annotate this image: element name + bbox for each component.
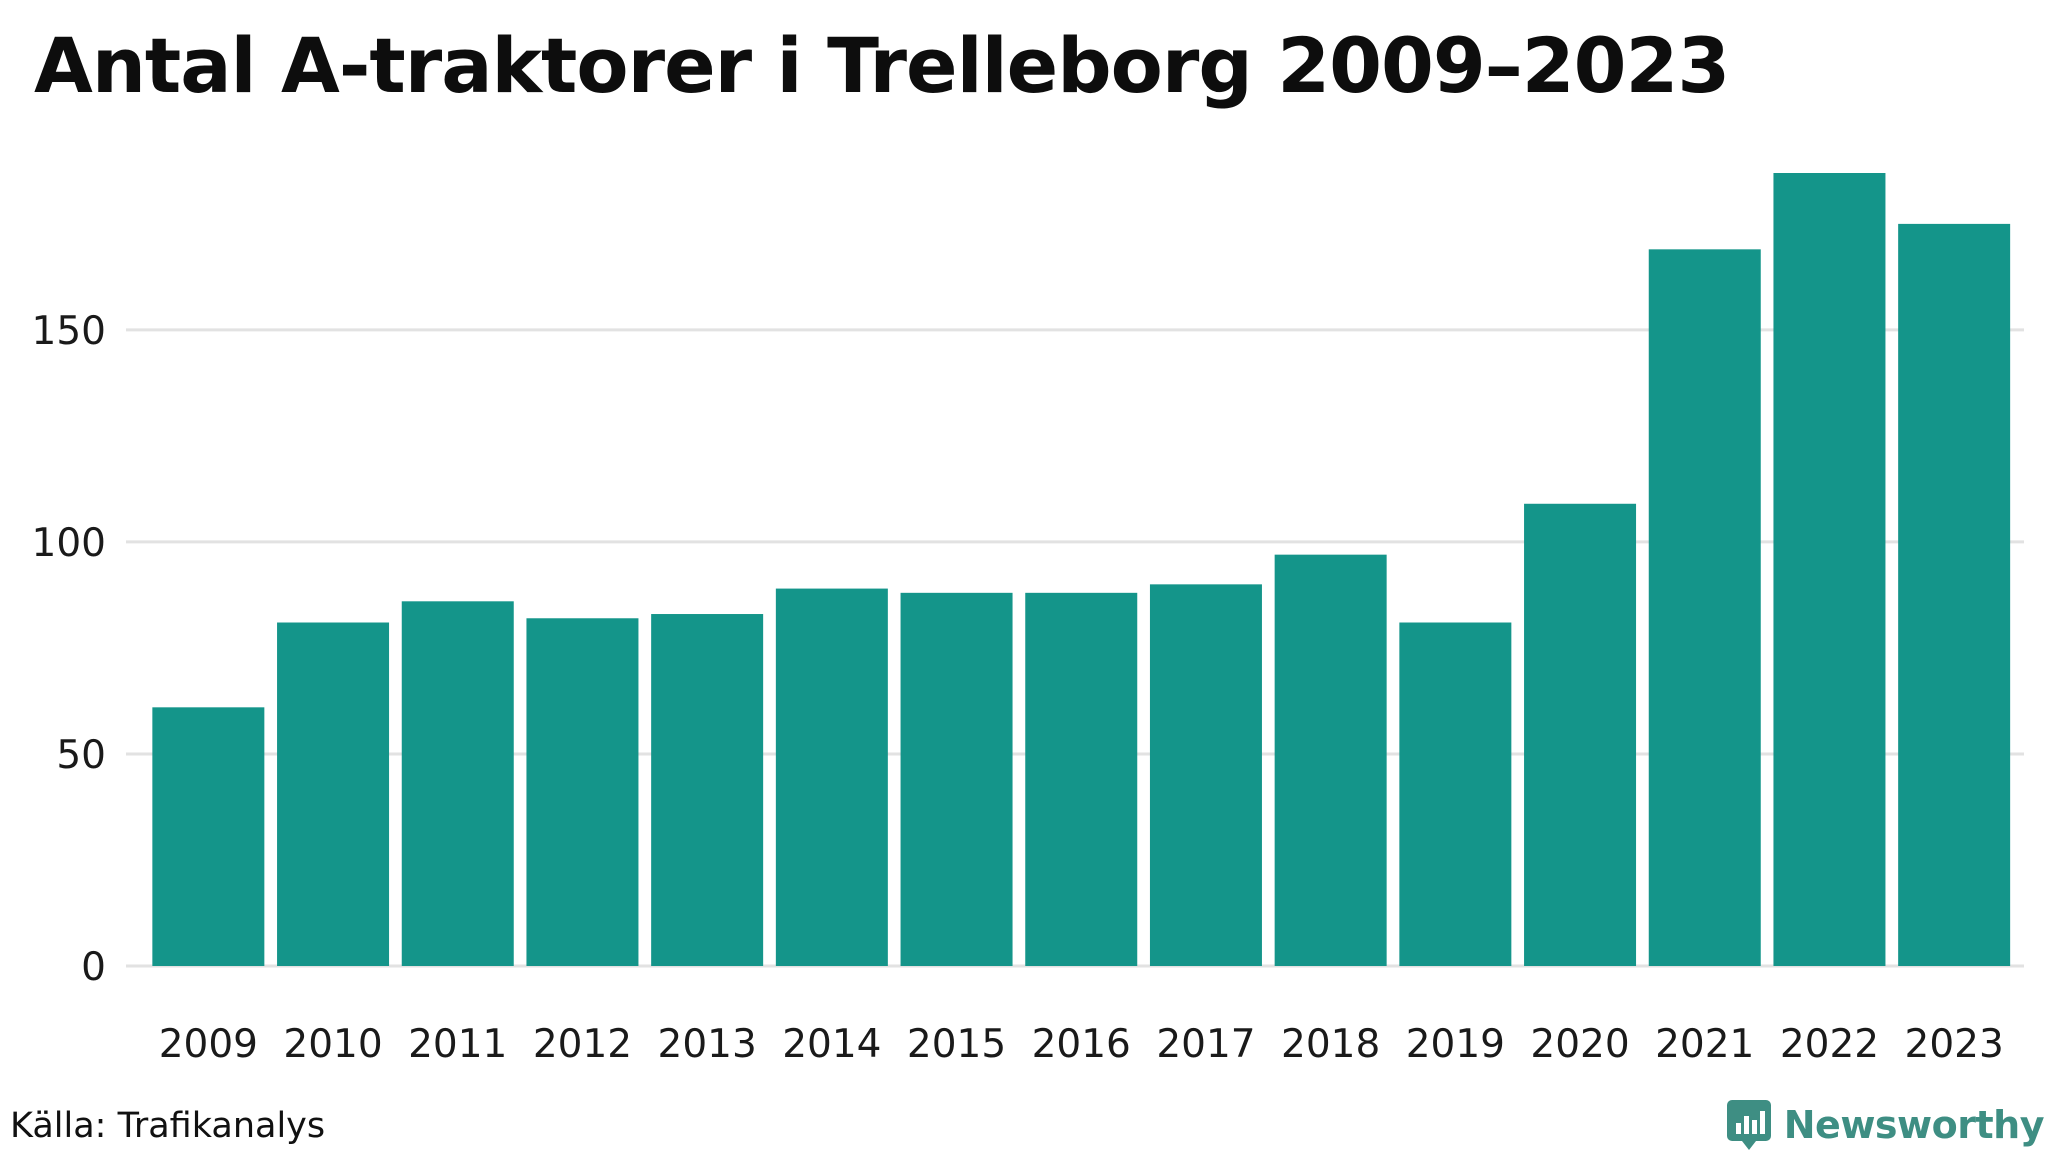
source-note: Källa: Trafikanalys — [10, 1106, 326, 1146]
y-axis: 0 50 100 150 — [32, 309, 106, 990]
x-tick-label: 2017 — [1156, 1022, 1255, 1067]
bar-2019 — [1399, 622, 1512, 966]
bar-2014 — [775, 588, 888, 966]
bar-2013 — [651, 614, 764, 966]
x-tick-label: 2018 — [1281, 1022, 1380, 1067]
x-tick-label: 2022 — [1780, 1022, 1879, 1067]
bar-2012 — [526, 618, 639, 966]
y-tick-label: 150 — [32, 309, 106, 354]
x-tick-label: 2019 — [1406, 1022, 1505, 1067]
newsworthy-logo-icon — [1726, 1100, 1771, 1150]
bar-2010 — [277, 622, 390, 966]
bar-2011 — [401, 601, 514, 966]
bars — [152, 173, 2011, 967]
x-tick-label: 2020 — [1530, 1022, 1629, 1067]
chart-title: Antal A-traktorer i Trelleborg 2009–2023 — [34, 21, 1730, 110]
bar-2022 — [1773, 173, 1886, 966]
x-axis: 2009 2010 2011 2012 2013 2014 2015 2016 2017 2018… — [159, 1022, 2004, 1067]
x-tick-label: 2014 — [782, 1022, 881, 1067]
x-tick-label: 2015 — [907, 1022, 1006, 1067]
bar-2020 — [1524, 503, 1637, 966]
bar-2016 — [1025, 592, 1138, 966]
y-tick-label: 100 — [32, 521, 106, 566]
bar-2009 — [152, 707, 265, 966]
bar-2023 — [1898, 223, 2011, 966]
x-tick-label: 2013 — [658, 1022, 757, 1067]
x-tick-label: 2021 — [1655, 1022, 1754, 1067]
x-tick-label: 2009 — [159, 1022, 258, 1067]
x-tick-label: 2023 — [1905, 1022, 2004, 1067]
brand-logo: Newsworthy — [1726, 1098, 2045, 1152]
brand-name: Newsworthy — [1783, 1103, 2045, 1147]
y-tick-label: 0 — [81, 945, 106, 990]
bar-2021 — [1648, 249, 1761, 967]
x-tick-label: 2016 — [1032, 1022, 1131, 1067]
y-tick-label: 50 — [56, 733, 106, 778]
x-tick-label: 2012 — [533, 1022, 632, 1067]
bar-2017 — [1149, 584, 1262, 966]
bar-2015 — [900, 592, 1013, 966]
x-tick-label: 2011 — [408, 1022, 507, 1067]
bar-2018 — [1274, 554, 1387, 966]
x-tick-label: 2010 — [283, 1022, 382, 1067]
